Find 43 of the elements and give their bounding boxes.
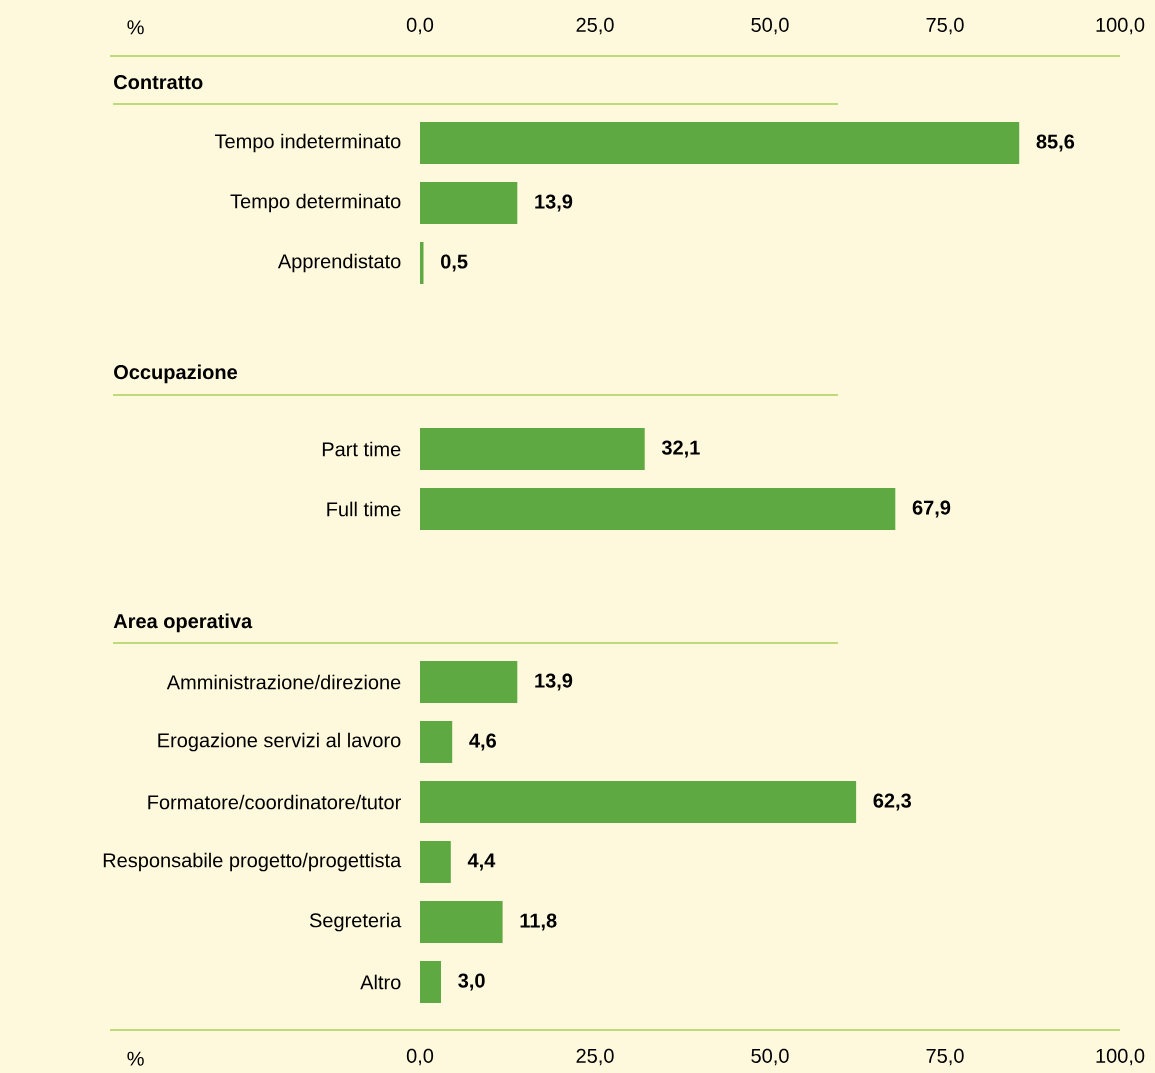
x-axis-title: % [127,1051,144,1066]
x2-tick-label: 50,0 [751,17,789,35]
bar [420,661,518,704]
bar [420,721,453,764]
data-label: 0,5 [441,254,468,272]
text: Occupazione [114,364,238,384]
bar [420,961,441,1004]
x-tick-label: 100,0 [1096,1048,1145,1066]
y-tick-label: Amministrazione/direzione [166,674,401,690]
x2-axis-title: % [127,20,144,35]
x-tick-label: 75,0 [926,1048,964,1066]
data-label: 13,9 [535,194,573,212]
data-label: 3,0 [458,973,485,991]
y-tick-label: Full time [327,501,401,517]
data-label: 4,4 [467,853,496,871]
text: Area operativa [113,613,253,633]
data-label: 11,8 [520,913,557,931]
y-tick-label: Responsabile progetto/progettista [103,852,402,872]
y-tick-label: Segreteria [309,912,402,932]
y-tick-label: Altro [360,974,401,990]
y-tick-label: Part time [322,441,401,457]
data-label: 62,3 [873,793,912,811]
y-tick-label: Tempo indeterminato [214,133,401,153]
data-label: 4,6 [469,733,496,751]
text: Contratto [114,75,203,90]
y-tick-label: Formatore/coordinatore/tutor [148,794,401,810]
x2-tick-label: 0,0 [406,17,434,35]
x2-tick-label: 25,0 [576,17,614,35]
data-label: 13,9 [535,673,573,691]
data-label: 32,1 [661,440,700,458]
y-tick-label: Erogazione servizi al lavoro [158,732,401,752]
data-label: 85,6 [1036,134,1075,152]
bar [420,841,451,884]
y-tick-label: Tempo determinato [230,193,401,213]
data-label: 67,9 [912,500,951,518]
x-tick-label: 0,0 [406,1048,434,1066]
x-tick-label: 25,0 [576,1048,614,1066]
y-tick-label: Apprendistato [277,253,401,273]
bar [420,901,503,944]
x-tick-label: 50,0 [751,1048,789,1066]
x2-tick-label: 100,0 [1096,17,1145,35]
bar [420,781,857,824]
x2-tick-label: 75,0 [926,17,964,35]
